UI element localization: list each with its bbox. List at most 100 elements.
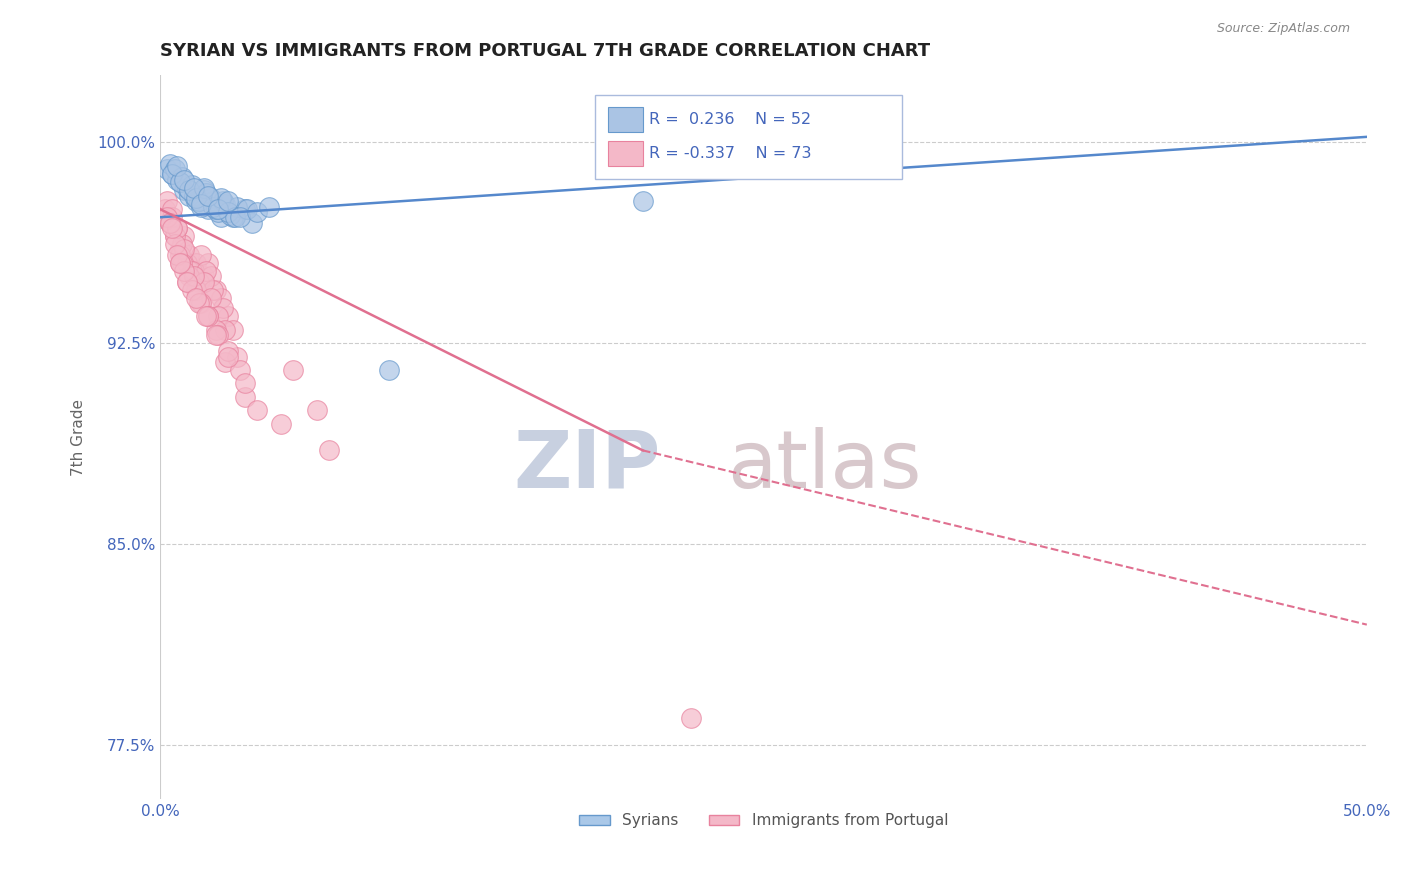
Point xyxy=(166,221,188,235)
Point xyxy=(179,189,201,203)
Point xyxy=(318,443,340,458)
Point xyxy=(186,192,208,206)
Text: atlas: atlas xyxy=(727,427,921,505)
Point xyxy=(159,216,181,230)
Point xyxy=(209,192,232,206)
Point xyxy=(187,275,209,289)
Point xyxy=(180,264,202,278)
Point xyxy=(163,237,186,252)
Point xyxy=(207,310,229,324)
Point xyxy=(156,161,179,176)
Point xyxy=(187,296,209,310)
Point xyxy=(193,181,215,195)
Point xyxy=(193,269,215,284)
Point xyxy=(169,256,191,270)
Point xyxy=(200,291,222,305)
Point xyxy=(186,283,208,297)
Point xyxy=(233,390,256,404)
Point xyxy=(176,275,198,289)
Point xyxy=(173,264,195,278)
Point xyxy=(197,256,219,270)
Y-axis label: 7th Grade: 7th Grade xyxy=(72,399,86,475)
Point xyxy=(257,200,280,214)
Point xyxy=(162,202,184,217)
Point xyxy=(221,211,243,225)
Point xyxy=(204,283,226,297)
Point xyxy=(209,291,232,305)
Point xyxy=(169,248,191,262)
Point xyxy=(183,189,205,203)
Point xyxy=(217,205,239,219)
Point xyxy=(163,229,186,244)
Point xyxy=(631,194,654,209)
Point xyxy=(212,301,235,316)
Point xyxy=(170,169,193,184)
Point xyxy=(240,216,263,230)
Point xyxy=(187,194,209,209)
Point xyxy=(195,310,218,324)
Point xyxy=(159,216,181,230)
Point xyxy=(204,323,226,337)
Point xyxy=(179,248,201,262)
Point xyxy=(307,403,329,417)
Point xyxy=(156,211,179,225)
Point xyxy=(207,202,229,217)
FancyBboxPatch shape xyxy=(607,141,643,166)
Point xyxy=(166,172,188,186)
Point xyxy=(180,283,202,297)
Point xyxy=(219,208,242,222)
Point xyxy=(166,159,188,173)
Point xyxy=(226,350,249,364)
Point xyxy=(190,200,212,214)
Point xyxy=(180,178,202,192)
Point xyxy=(170,256,193,270)
Point xyxy=(169,175,191,189)
Point xyxy=(212,194,235,209)
Legend: Syrians, Immigrants from Portugal: Syrians, Immigrants from Portugal xyxy=(572,807,955,835)
Point xyxy=(204,328,226,343)
Point xyxy=(179,269,201,284)
Point xyxy=(378,363,401,377)
Point xyxy=(270,417,292,431)
Point xyxy=(173,172,195,186)
Point xyxy=(186,256,208,270)
Point xyxy=(217,350,239,364)
Point xyxy=(207,205,229,219)
Point xyxy=(176,275,198,289)
Point xyxy=(195,264,218,278)
Point xyxy=(190,197,212,211)
Point xyxy=(176,256,198,270)
Point xyxy=(159,216,181,230)
Point xyxy=(214,355,236,369)
Point xyxy=(166,248,188,262)
Point xyxy=(197,310,219,324)
Point xyxy=(281,363,304,377)
Point xyxy=(159,156,181,170)
Point xyxy=(162,167,184,181)
Point xyxy=(233,376,256,391)
Point xyxy=(200,192,222,206)
Point xyxy=(204,202,226,217)
Point xyxy=(217,310,239,324)
Point xyxy=(166,221,188,235)
Point xyxy=(153,202,176,217)
Point xyxy=(229,363,252,377)
Point xyxy=(226,200,249,214)
Point xyxy=(170,237,193,252)
Point xyxy=(202,200,225,214)
FancyBboxPatch shape xyxy=(607,107,643,132)
Point xyxy=(202,283,225,297)
Point xyxy=(197,310,219,324)
Point xyxy=(169,256,191,270)
Point xyxy=(156,194,179,209)
Point xyxy=(207,328,229,343)
Point xyxy=(173,184,195,198)
Point xyxy=(195,186,218,201)
Text: R = -0.337    N = 73: R = -0.337 N = 73 xyxy=(650,146,811,161)
Point xyxy=(193,184,215,198)
Point xyxy=(193,275,215,289)
Point xyxy=(173,243,195,257)
Point xyxy=(169,175,191,189)
Point xyxy=(169,243,191,257)
Text: Source: ZipAtlas.com: Source: ZipAtlas.com xyxy=(1216,22,1350,36)
